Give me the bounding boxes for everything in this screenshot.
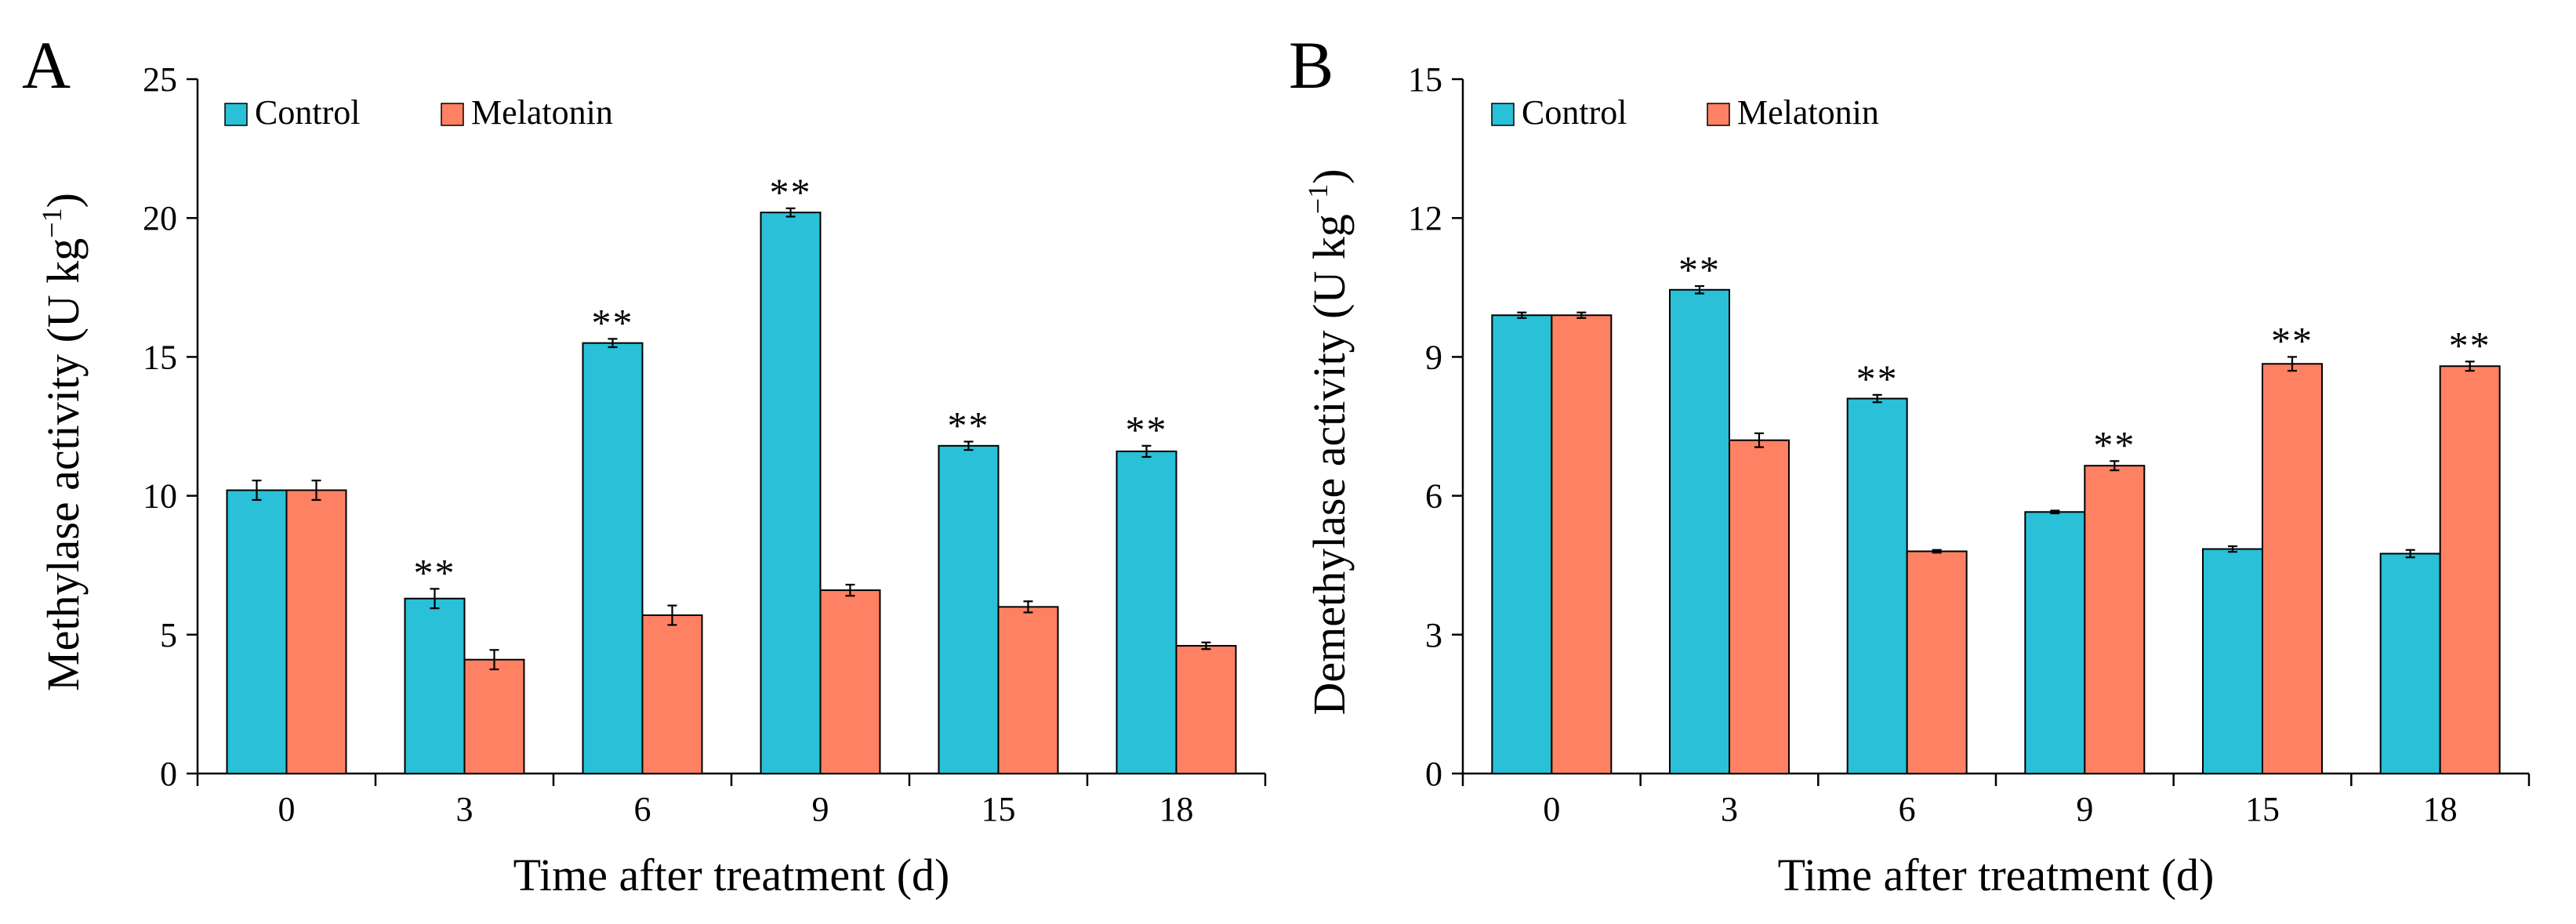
p0-legend-label-melatonin: Melatonin — [471, 93, 613, 132]
p1-significance-mark: ** — [2449, 323, 2491, 367]
p0-y-axis-title: Methylase activity (U kg−1) — [36, 193, 89, 691]
p0-legend-label-control: Control — [255, 93, 360, 132]
p0-significance-mark: ** — [592, 300, 634, 344]
p0-bar-melatonin-6 — [641, 614, 703, 774]
p0-bar-melatonin-0 — [285, 489, 347, 775]
p1-legend-swatch-melatonin — [1707, 103, 1730, 126]
panel-b-letter: B — [1289, 27, 1333, 103]
panel-b: B 0 3 6 9 12 15 0 3 6 9 15 18 ** ** ** ** ** Time after t… — [1289, 27, 2531, 900]
p1-y-tick-label: 15 — [1408, 60, 1442, 99]
p0-x-axis-title: Time after treatment (d) — [513, 850, 950, 900]
p1-bar-control-15 — [2202, 548, 2263, 774]
p1-x-tick-label: 0 — [1543, 790, 1560, 828]
p1-y-axis-title: Demethylase activity (U kg−1) — [1302, 168, 1355, 715]
p1-legend-swatch-control — [1491, 103, 1515, 126]
p1-x-axis-title: Time after treatment (d) — [1778, 850, 2215, 900]
p1-significance-mark: ** — [2093, 422, 2135, 466]
p0-x-tick-label: 15 — [981, 790, 1016, 828]
p1-bar-melatonin-3 — [1729, 439, 1790, 774]
p0-y-tick-label: 5 — [160, 616, 177, 654]
p0-x-tick-label: 9 — [812, 790, 829, 828]
p1-y-tick-label: 0 — [1425, 755, 1442, 793]
p1-significance-mark: ** — [1678, 248, 1721, 292]
p0-y-tick-label: 15 — [143, 338, 177, 376]
panel-a: A 0 5 10 15 20 25 0 3 6 9 15 18 ** ** ** ** ** Time after… — [22, 27, 1267, 900]
p1-legend-label-control: Control — [1522, 93, 1627, 132]
p0-x-tick-label: 6 — [634, 790, 651, 828]
p1-bar-control-9 — [2024, 511, 2086, 774]
p0-bar-control-0 — [226, 489, 288, 775]
p0-bar-melatonin-18 — [1175, 644, 1237, 775]
p1-bar-melatonin-9 — [2084, 465, 2146, 774]
p0-significance-mark: ** — [770, 170, 812, 214]
p0-significance-mark: ** — [1126, 408, 1168, 451]
panel-a-letter: A — [22, 27, 71, 103]
p1-x-tick-label: 15 — [2245, 790, 2280, 828]
p1-legend-label-melatonin: Melatonin — [1737, 93, 1879, 132]
p0-bar-control-18 — [1116, 450, 1177, 774]
p0-y-tick-label: 20 — [143, 199, 177, 237]
p0-x-tick-label: 0 — [278, 790, 296, 828]
p1-bar-melatonin-0 — [1551, 314, 1613, 774]
p1-bar-control-0 — [1491, 314, 1553, 774]
p0-bar-control-9 — [760, 212, 822, 774]
p0-x-tick-label: 18 — [1159, 790, 1194, 828]
p0-bar-melatonin-9 — [819, 589, 881, 775]
p0-y-tick-label: 10 — [143, 477, 177, 516]
p1-bar-control-18 — [2379, 553, 2441, 775]
p1-x-tick-label: 6 — [1899, 790, 1916, 828]
p1-bar-control-6 — [1846, 397, 1908, 774]
p1-bar-melatonin-18 — [2439, 365, 2501, 775]
p0-legend-swatch-control — [224, 103, 248, 126]
p0-bar-control-6 — [582, 342, 644, 774]
p1-x-tick-label: 18 — [2423, 790, 2458, 828]
p1-x-tick-label: 9 — [2076, 790, 2093, 828]
p0-x-tick-label: 3 — [456, 790, 473, 828]
p0-y-tick-label: 0 — [160, 755, 177, 793]
p1-bar-control-3 — [1669, 288, 1730, 774]
p1-bar-melatonin-15 — [2262, 363, 2323, 774]
p0-significance-mark: ** — [948, 403, 990, 447]
p1-y-tick-label: 12 — [1408, 199, 1442, 237]
p0-bar-control-15 — [938, 444, 1000, 774]
p0-bar-melatonin-15 — [997, 606, 1059, 774]
p1-y-tick-label: 3 — [1425, 616, 1442, 654]
p0-y-tick-label: 25 — [143, 60, 177, 99]
p1-bar-melatonin-6 — [1906, 550, 1968, 774]
p1-y-tick-label: 6 — [1425, 477, 1442, 516]
p0-bar-melatonin-3 — [463, 658, 525, 774]
p1-x-tick-label: 3 — [1721, 790, 1738, 828]
p1-significance-mark: ** — [1856, 357, 1899, 400]
p1-significance-mark: ** — [2271, 318, 2313, 362]
p0-legend-swatch-melatonin — [441, 103, 464, 126]
p0-bar-control-3 — [404, 597, 466, 775]
p0-significance-mark: ** — [414, 550, 456, 594]
p1-y-tick-label: 9 — [1425, 338, 1442, 376]
